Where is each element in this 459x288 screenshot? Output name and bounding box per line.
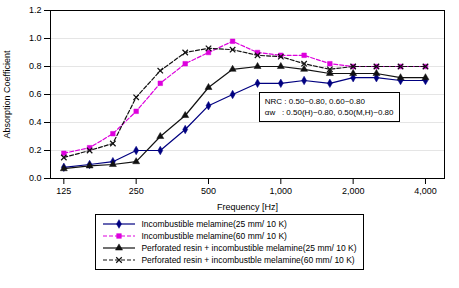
svg-text:Frequency [Hz]: Frequency [Hz] bbox=[217, 202, 278, 212]
svg-text:2,000: 2,000 bbox=[342, 186, 365, 196]
svg-text:125: 125 bbox=[56, 186, 71, 196]
html-text:Incombustible melamine(60 mm/: Incombustible melamine(60 mm/ 10 K) bbox=[141, 231, 287, 241]
html-text:Perforated resin + incombustib: Perforated resin + incombustible melamin… bbox=[141, 243, 357, 253]
svg-text:1.0: 1.0 bbox=[29, 33, 42, 43]
svg-text:1.2: 1.2 bbox=[29, 5, 42, 15]
svg-text:Absorption Coefficient: Absorption Coefficient bbox=[2, 50, 12, 138]
svg-text:0.4: 0.4 bbox=[29, 117, 42, 127]
svg-text:0.6: 0.6 bbox=[29, 89, 42, 99]
html-text:Perforated resin + incombustbl: Perforated resin + incombustble melamine… bbox=[141, 255, 355, 265]
svg-text:0.2: 0.2 bbox=[29, 145, 42, 155]
svg-text:500: 500 bbox=[201, 186, 216, 196]
svg-text:1,000: 1,000 bbox=[270, 186, 293, 196]
svg-text:0.8: 0.8 bbox=[29, 61, 42, 71]
html-text:NRC : 0.50~0.80, 0.60~0.80 αw: NRC : 0.50~0.80, 0.60~0.80 αw : 0.50(H)~… bbox=[264, 97, 394, 118]
svg-text:0.0: 0.0 bbox=[29, 173, 42, 183]
svg-text:4,000: 4,000 bbox=[414, 186, 437, 196]
svg-text:250: 250 bbox=[129, 186, 144, 196]
html-text:Incombustible melamine(25 mm/: Incombustible melamine(25 mm/ 10 K) bbox=[141, 219, 287, 229]
